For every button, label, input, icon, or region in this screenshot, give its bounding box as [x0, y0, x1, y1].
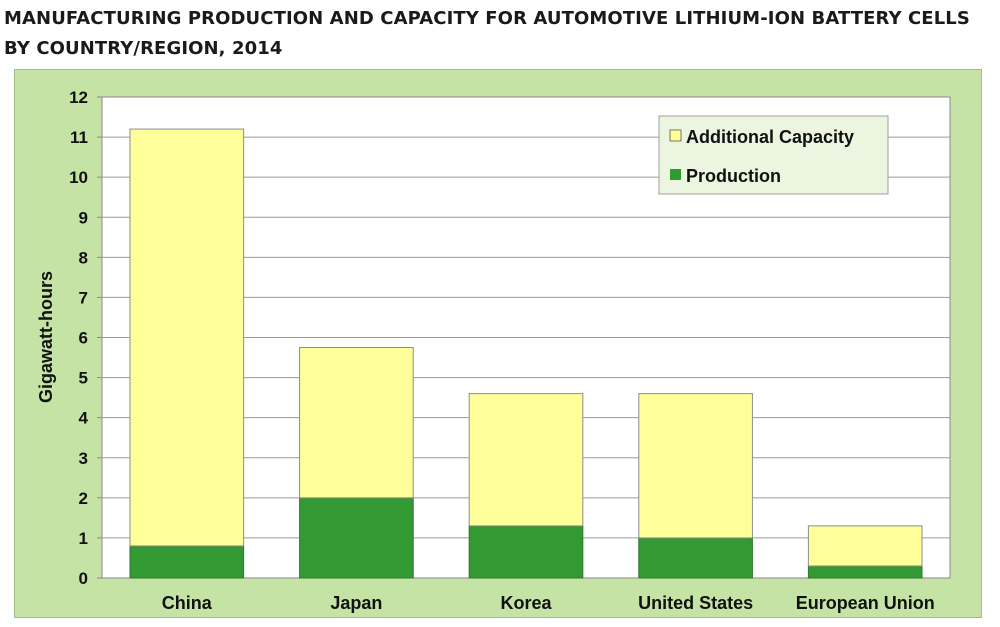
legend: Additional Capacity Production [658, 115, 889, 195]
legend-label-production: Production [686, 166, 781, 186]
y-tick-label: 12 [69, 88, 88, 107]
bar-production-korea [468, 525, 584, 579]
y-tick-label: 0 [79, 569, 88, 588]
x-category-label: European Union [796, 593, 935, 613]
bar-additional-capacity-korea [468, 393, 584, 527]
y-tick-label: 1 [79, 529, 88, 548]
y-tick-label: 2 [79, 489, 88, 508]
bar-production-united-states [638, 537, 753, 579]
y-tick-label: 5 [79, 369, 88, 388]
y-tick-label: 6 [79, 329, 88, 348]
y-axis-title: Gigawatt-hours [36, 271, 56, 403]
bar-additional-capacity-japan [299, 347, 414, 499]
bars [129, 128, 923, 579]
chart-title-line-1: MANUFACTURING PRODUCTION AND CAPACITY FO… [4, 8, 970, 29]
y-tick-label: 11 [70, 128, 88, 147]
legend-swatch-additional-capacity [669, 129, 682, 142]
bar-additional-capacity-united-states [638, 393, 753, 539]
y-tick-label: 8 [79, 248, 88, 267]
y-tick-label: 10 [69, 168, 88, 187]
legend-box [658, 115, 889, 195]
bar-additional-capacity-china [129, 128, 245, 547]
legend-swatch-production [670, 169, 681, 180]
y-tick-label: 7 [79, 288, 88, 307]
legend-label-additional-capacity: Additional Capacity [686, 127, 854, 147]
x-category-label: United States [638, 593, 753, 613]
chart-title: MANUFACTURING PRODUCTION AND CAPACITY FO… [4, 4, 994, 64]
bar-additional-capacity-european-union [807, 525, 923, 567]
bar-production-japan [299, 497, 414, 579]
y-tick-label: 9 [79, 208, 88, 227]
y-tick-label: 3 [79, 449, 88, 468]
x-category-label: Korea [500, 593, 552, 613]
chart-title-line-2: BY COUNTRY/REGION, 2014 [4, 38, 283, 59]
bar-production-china [129, 545, 245, 579]
x-category-label: China [162, 593, 213, 613]
x-axis-labels: China Japan Korea United States European Uni… [162, 593, 935, 613]
y-tick-label: 4 [79, 409, 89, 428]
x-category-label: Japan [330, 593, 382, 613]
bar-production-european-union [807, 565, 923, 579]
